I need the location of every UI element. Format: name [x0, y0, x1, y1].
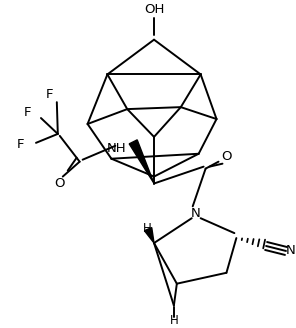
Text: O: O — [54, 177, 65, 190]
Text: H: H — [170, 314, 178, 327]
Text: NH: NH — [107, 142, 126, 155]
Text: N: N — [191, 207, 201, 220]
Polygon shape — [129, 140, 154, 183]
Text: F: F — [46, 88, 54, 101]
Text: OH: OH — [144, 3, 164, 16]
Text: N: N — [286, 244, 296, 257]
Text: H: H — [143, 222, 152, 235]
Text: O: O — [221, 150, 232, 163]
Text: F: F — [23, 106, 31, 119]
Polygon shape — [144, 228, 154, 243]
Text: F: F — [16, 138, 24, 151]
